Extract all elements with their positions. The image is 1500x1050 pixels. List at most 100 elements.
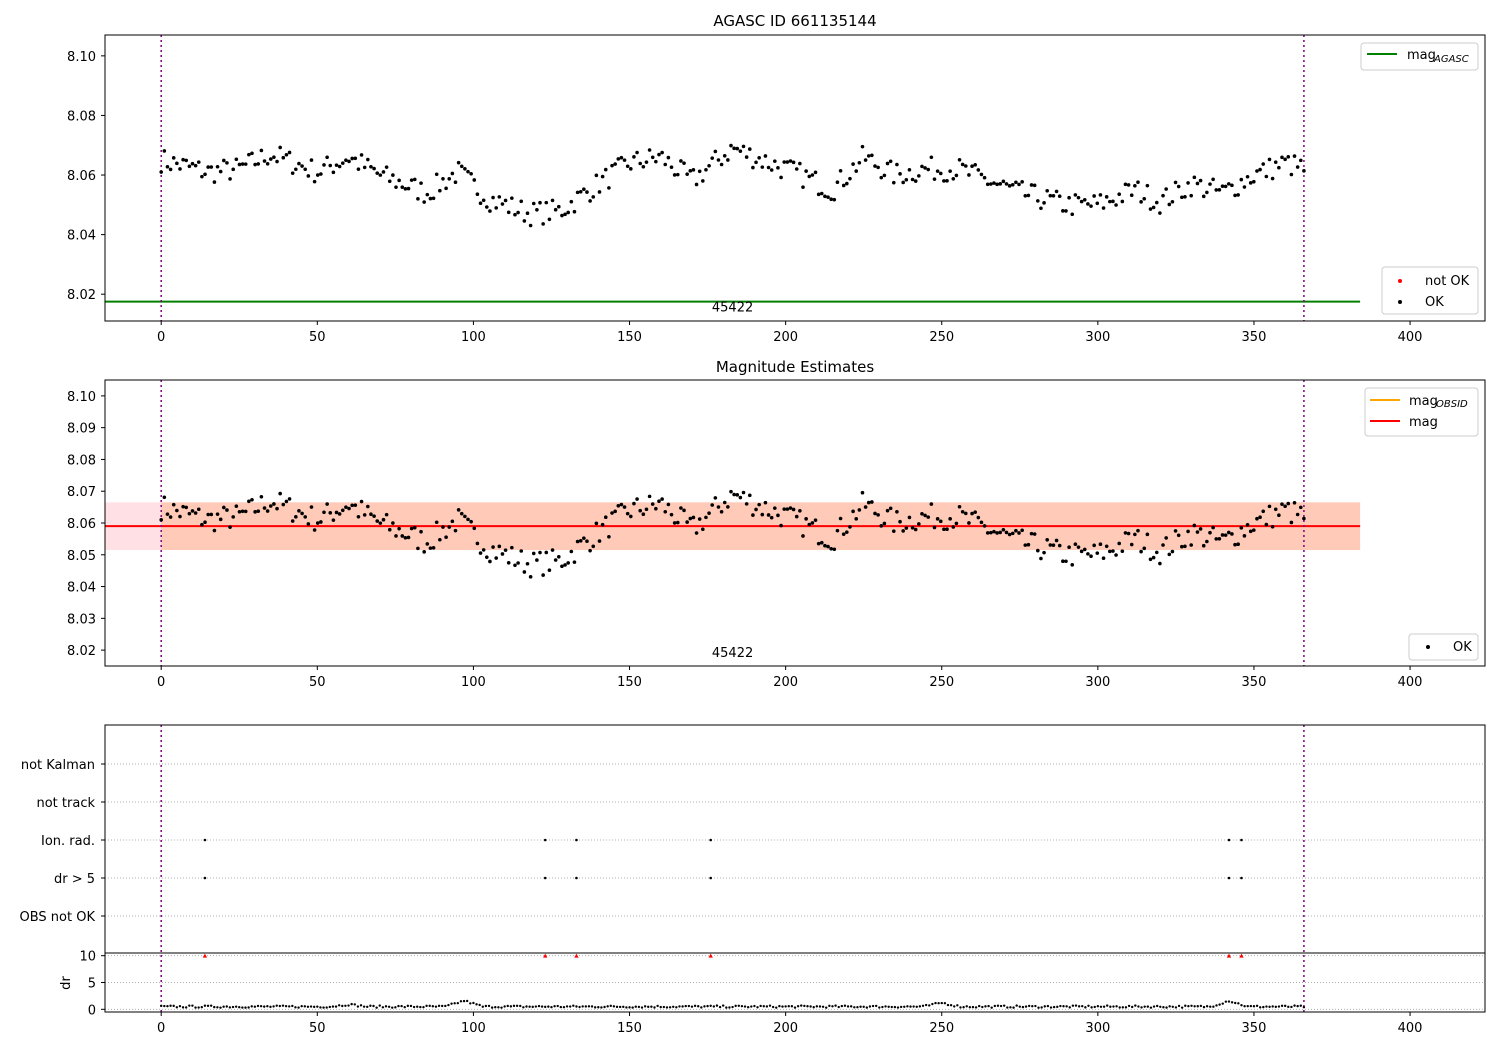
ok-point — [766, 165, 771, 170]
ok-point — [578, 189, 583, 194]
ok-point — [1061, 209, 1065, 213]
dr-point — [740, 1004, 744, 1008]
dr-capped-point — [202, 953, 208, 958]
dr-point — [241, 1006, 244, 1009]
ok-point — [697, 169, 702, 174]
ok-point — [1205, 190, 1209, 195]
dr-point — [962, 1005, 965, 1009]
ok-point — [923, 166, 927, 170]
ok-point — [325, 155, 329, 160]
dr-point — [968, 1006, 972, 1009]
ok-point — [691, 168, 696, 172]
ok-point — [1295, 165, 1300, 169]
dr-point — [903, 1005, 906, 1008]
ok-point — [785, 160, 790, 164]
ok-point — [907, 168, 912, 172]
ok-point — [375, 519, 380, 523]
dr-point — [472, 1001, 475, 1005]
dr-point — [1277, 1005, 1281, 1008]
ok-point — [387, 179, 392, 184]
ok-point — [456, 508, 461, 512]
ok-point — [553, 558, 558, 562]
ok-point — [654, 506, 658, 511]
ok-point — [203, 520, 207, 525]
ok-point — [682, 161, 686, 165]
ok-point — [992, 181, 996, 185]
dr-point — [553, 1005, 556, 1008]
dr-point — [341, 1004, 344, 1008]
dr-point — [918, 1005, 922, 1008]
ok-point — [231, 515, 236, 519]
ok-point — [1029, 183, 1034, 187]
ok-point — [222, 505, 226, 510]
dr-point — [746, 1005, 750, 1009]
x-tick-label: 100 — [461, 675, 486, 690]
dr-point — [1127, 1004, 1131, 1008]
ok-point — [472, 526, 477, 531]
ok-point — [209, 165, 214, 169]
ok-point — [1117, 192, 1122, 197]
ok-point — [481, 548, 486, 552]
ok-point — [243, 509, 248, 514]
dr-point — [628, 1006, 631, 1009]
ok-point — [525, 211, 530, 216]
ok-point — [187, 511, 192, 516]
ok-point — [954, 173, 959, 178]
ok-point — [751, 165, 755, 170]
ok-point — [773, 159, 777, 163]
ok-point — [1217, 188, 1222, 192]
ok-point — [801, 185, 805, 189]
ok-point — [178, 514, 182, 519]
dr-point — [512, 1004, 516, 1008]
ok-point — [200, 174, 204, 179]
ok-point — [1201, 194, 1206, 199]
ok-point — [732, 146, 736, 151]
ok-point — [416, 197, 420, 201]
dr-point — [993, 1004, 997, 1008]
dr-point — [803, 1004, 806, 1008]
ok-point — [985, 182, 990, 187]
dr-point — [425, 1004, 428, 1008]
ok-point — [563, 563, 567, 567]
dr-point — [544, 1005, 547, 1009]
ok-point — [582, 536, 586, 540]
ok-point — [1086, 552, 1090, 556]
dr-point — [643, 1005, 647, 1008]
ok-point — [638, 508, 643, 513]
dr-point — [1112, 1005, 1115, 1008]
ok-point — [932, 525, 937, 530]
ok-point — [732, 492, 736, 497]
dr-point — [194, 1006, 197, 1009]
ok-point — [350, 503, 354, 508]
ok-point — [1023, 193, 1028, 198]
dr-point — [796, 1004, 800, 1008]
dr-point — [1037, 1006, 1040, 1009]
ok-point — [1067, 195, 1071, 200]
dr-point — [1031, 1004, 1034, 1008]
ok-point — [1042, 550, 1046, 555]
ok-point — [701, 527, 705, 532]
dr-point — [753, 1004, 756, 1008]
ok-point — [290, 519, 295, 523]
ok-point — [315, 521, 320, 525]
ok-point — [603, 515, 608, 520]
dr-point — [1040, 1006, 1043, 1009]
ok-point — [1217, 537, 1222, 541]
ok-point — [688, 169, 693, 173]
legend-marker — [1426, 645, 1430, 649]
ok-point — [625, 164, 630, 169]
ok-point — [319, 520, 323, 524]
dr-point — [878, 1006, 881, 1009]
dr-point — [500, 1006, 503, 1009]
ok-point — [769, 515, 774, 520]
ok-point — [1214, 537, 1219, 541]
dr-point — [337, 1004, 341, 1007]
dr-point — [718, 1005, 722, 1009]
dr-point — [618, 1005, 622, 1009]
dr-point — [853, 1006, 856, 1009]
legend-label: mag — [1409, 415, 1438, 430]
dr-point — [256, 1004, 260, 1008]
ok-point — [722, 500, 727, 505]
ok-point — [594, 173, 599, 178]
dr-point — [375, 1006, 378, 1009]
